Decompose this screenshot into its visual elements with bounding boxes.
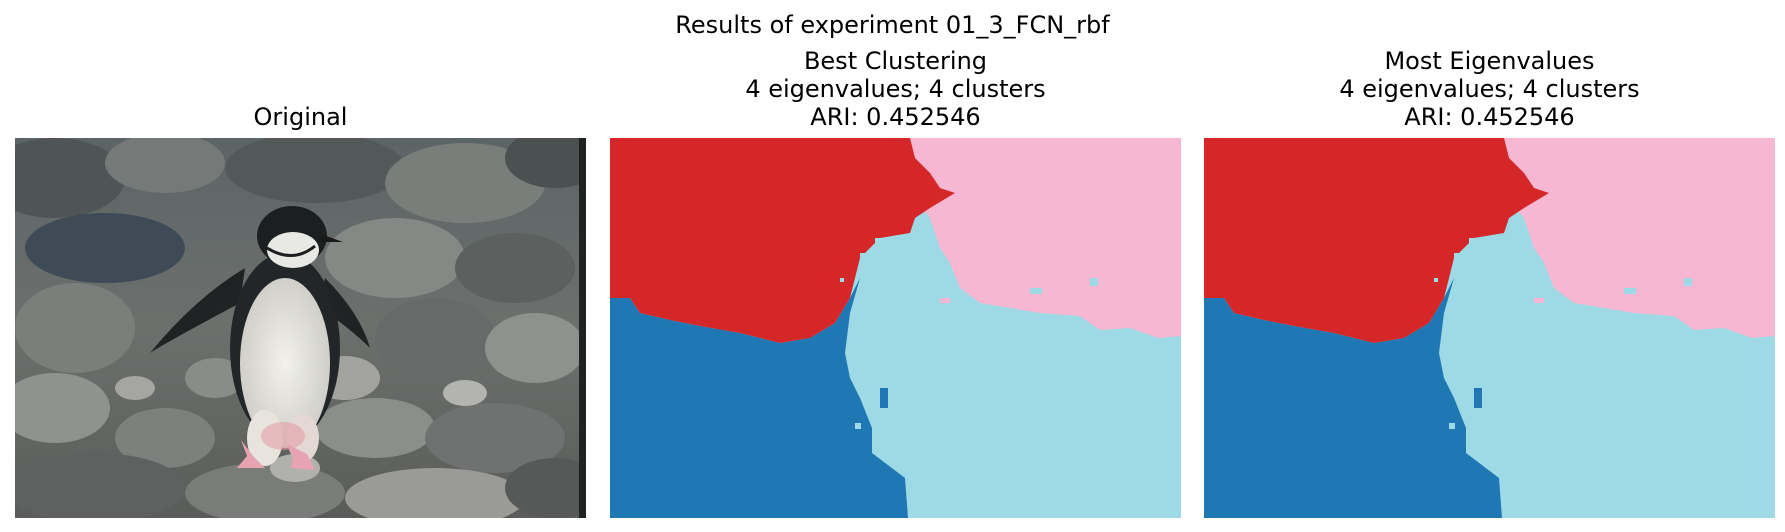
cluster-region-pink [1504, 138, 1775, 338]
segmentation-noise [790, 238, 1098, 429]
title-line: 4 eigenvalues; 4 clusters [1339, 75, 1640, 103]
segmentation-map [610, 138, 1181, 518]
panel-title-most-eigenvalues: Most Eigenvalues 4 eigenvalues; 4 cluste… [1204, 47, 1775, 131]
original-image-panel [15, 138, 586, 518]
panel-title-best-clustering: Best Clustering 4 eigenvalues; 4 cluster… [610, 47, 1181, 131]
penguin [150, 206, 370, 470]
segmentation-noise [1384, 238, 1692, 429]
title-line: 4 eigenvalues; 4 clusters [745, 75, 1046, 103]
image-edge [579, 138, 586, 518]
cluster-region-pink [910, 138, 1181, 338]
segmentation-map [1204, 138, 1775, 518]
most-eigenvalues-panel [1204, 138, 1775, 518]
title-line: Original [253, 103, 348, 131]
cluster-region-blue [1204, 278, 1502, 518]
cluster-region-red [1204, 138, 1549, 343]
best-clustering-panel [610, 138, 1181, 518]
figure-title: Results of experiment 01_3_FCN_rbf [675, 11, 1110, 39]
title-line: ARI: 0.452546 [1404, 103, 1575, 131]
panel-title-original: Original [15, 103, 586, 131]
title-line: Most Eigenvalues [1384, 47, 1595, 75]
rocks [15, 138, 586, 518]
title-line: ARI: 0.452546 [810, 103, 981, 131]
cluster-region-red [610, 138, 955, 343]
cluster-region-blue [610, 278, 908, 518]
original-image [15, 138, 586, 518]
title-line: Best Clustering [803, 47, 988, 75]
